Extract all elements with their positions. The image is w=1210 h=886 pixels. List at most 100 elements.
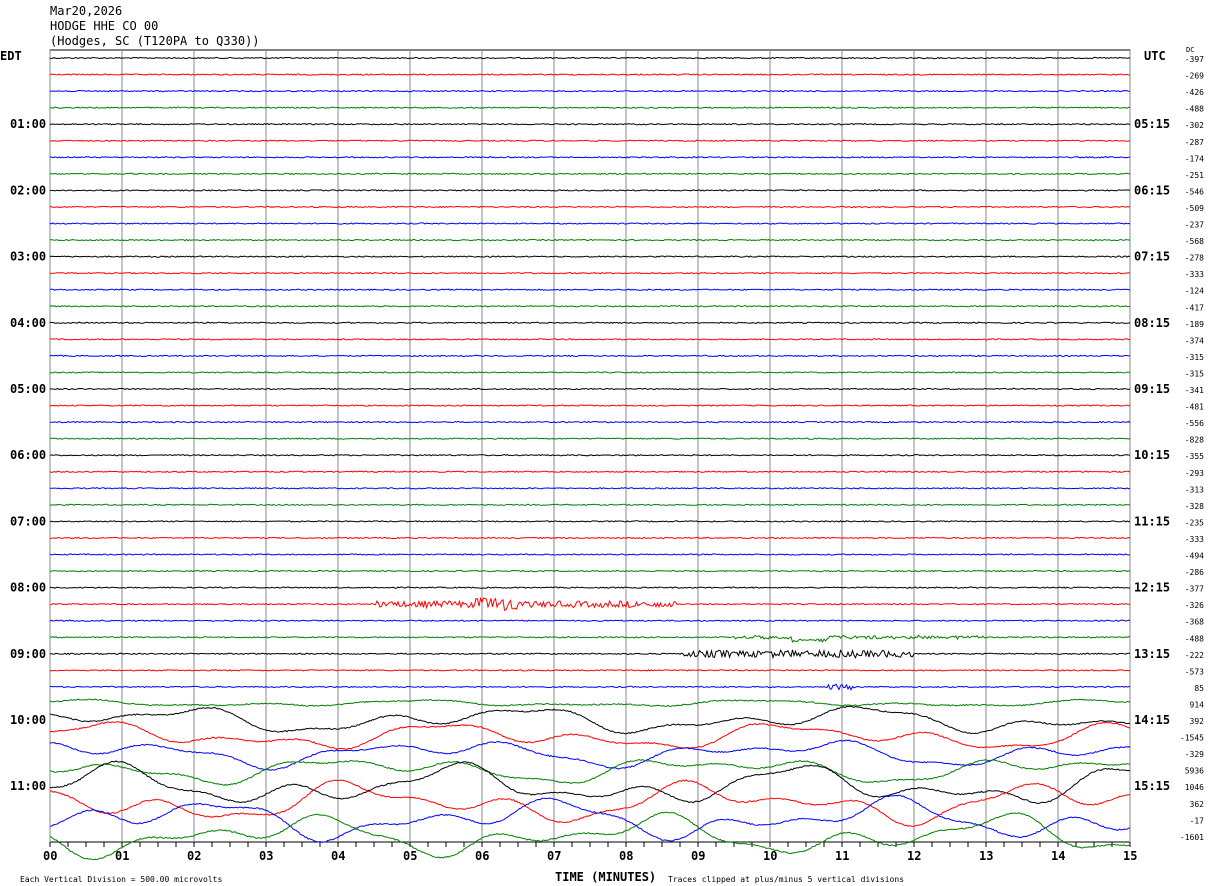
trace-line <box>49 338 1131 341</box>
trace-line <box>49 760 1131 804</box>
dc-offset-label: -302 <box>1185 121 1204 130</box>
trace-line <box>49 404 1131 407</box>
dc-offset-label: -278 <box>1185 254 1204 263</box>
dc-offset-label: 914 <box>1190 700 1205 709</box>
dc-offset-label: -235 <box>1185 518 1204 527</box>
trace-line <box>49 271 1131 275</box>
dc-offset-label: -189 <box>1185 320 1204 329</box>
x-tick-label: 01 <box>115 849 129 863</box>
trace-line <box>49 189 1131 192</box>
dc-offset-label: -313 <box>1185 485 1204 494</box>
dc-offset-label: -481 <box>1185 403 1204 412</box>
utc-hour-label: 13:15 <box>1134 647 1170 661</box>
edt-hour-label: 05:00 <box>10 382 46 396</box>
dc-offset-label: -509 <box>1185 204 1204 213</box>
utc-hour-label: 14:15 <box>1134 713 1170 727</box>
trace-line <box>49 354 1130 358</box>
trace-line <box>49 739 1131 771</box>
dc-offset-label: -237 <box>1185 221 1204 230</box>
trace-line <box>49 222 1131 225</box>
dc-offset-label: -397 <box>1185 55 1204 64</box>
x-tick-label: 08 <box>619 849 633 863</box>
trace-line <box>49 305 1131 308</box>
dc-offset-label: -174 <box>1185 154 1204 163</box>
trace-line <box>49 387 1131 391</box>
trace-line <box>49 619 1131 622</box>
dc-offset-label: 392 <box>1190 717 1205 726</box>
trace-line <box>49 503 1131 507</box>
utc-hour-label: 10:15 <box>1134 448 1170 462</box>
dc-offset-label: -828 <box>1185 436 1204 445</box>
edt-hour-label: 09:00 <box>10 647 46 661</box>
x-tick-label: 03 <box>259 849 273 863</box>
dc-offset-label: -417 <box>1185 303 1204 312</box>
trace-line <box>49 683 1131 692</box>
trace-line <box>49 536 1131 540</box>
x-tick-label: 05 <box>403 849 417 863</box>
scale-note: Each Vertical Division = 500.00 microvol… <box>20 875 222 884</box>
dc-offset-label: -546 <box>1185 187 1204 196</box>
x-tick-label: 06 <box>475 849 489 863</box>
trace-line <box>49 586 1130 589</box>
trace-line <box>49 721 1131 750</box>
edt-hour-label: 02:00 <box>10 183 46 197</box>
trace-line <box>49 487 1131 490</box>
utc-hour-label: 05:15 <box>1134 117 1170 131</box>
utc-hour-label: 06:15 <box>1134 183 1170 197</box>
trace-line <box>49 520 1131 523</box>
dc-offset-label: -315 <box>1185 353 1204 362</box>
x-tick-label: 12 <box>907 849 921 863</box>
dc-offset-label: -287 <box>1185 138 1204 147</box>
trace-line <box>50 255 1131 258</box>
dc-offset-label: -286 <box>1185 568 1204 577</box>
dc-offset-label: -222 <box>1185 651 1204 660</box>
trace-line <box>49 371 1131 374</box>
trace-line <box>49 705 1130 735</box>
trace-line <box>49 470 1131 473</box>
trace-line <box>49 553 1131 556</box>
dc-offset-label: -315 <box>1185 369 1204 378</box>
edt-hour-label: 08:00 <box>10 581 46 595</box>
utc-hour-label: 11:15 <box>1134 514 1170 528</box>
dc-offset-label: -355 <box>1185 452 1204 461</box>
x-tick-label: 10 <box>763 849 777 863</box>
x-tick-label: 00 <box>43 849 57 863</box>
x-tick-label: 09 <box>691 849 705 863</box>
utc-hour-label: 07:15 <box>1134 250 1170 264</box>
dc-offset-label: -488 <box>1185 105 1204 114</box>
left-timezone: EDT <box>0 49 22 63</box>
trace-line <box>50 758 1131 787</box>
trace-line <box>49 420 1131 424</box>
dc-offset-label: 362 <box>1190 800 1205 809</box>
dc-offset-label: -326 <box>1185 601 1204 610</box>
dc-offset-label: 85 <box>1194 684 1204 693</box>
trace-line <box>49 669 1131 672</box>
dc-offset-label: -368 <box>1185 618 1204 627</box>
trace-line <box>49 89 1131 93</box>
trace-line <box>49 106 1131 109</box>
trace-line <box>49 596 1131 611</box>
dc-offset-label: -374 <box>1185 336 1204 345</box>
trace-line <box>49 205 1131 209</box>
dc-offset-label: 1046 <box>1185 783 1204 792</box>
dc-offset-label: -494 <box>1185 552 1204 561</box>
dc-offset-label: -341 <box>1185 386 1204 395</box>
trace-line <box>49 73 1131 76</box>
trace-line <box>49 794 1131 843</box>
dc-offset-label: -293 <box>1185 469 1204 478</box>
dc-offset-label: -488 <box>1185 634 1204 643</box>
trace-line <box>49 156 1131 159</box>
x-tick-label: 14 <box>1051 849 1065 863</box>
trace-line <box>50 437 1131 440</box>
dc-offset-label: -328 <box>1185 502 1204 511</box>
right-timezone: UTC <box>1144 49 1166 63</box>
x-tick-label: 07 <box>547 849 561 863</box>
station-label: HODGE HHE CO 00 <box>50 19 159 33</box>
date-label: Mar20,2026 <box>50 4 123 18</box>
edt-hour-label: 07:00 <box>10 514 46 528</box>
trace-line <box>49 779 1131 827</box>
trace-line <box>49 321 1131 325</box>
dc-offset-label: -1601 <box>1180 833 1204 842</box>
dc-offset-label: 5936 <box>1185 767 1204 776</box>
